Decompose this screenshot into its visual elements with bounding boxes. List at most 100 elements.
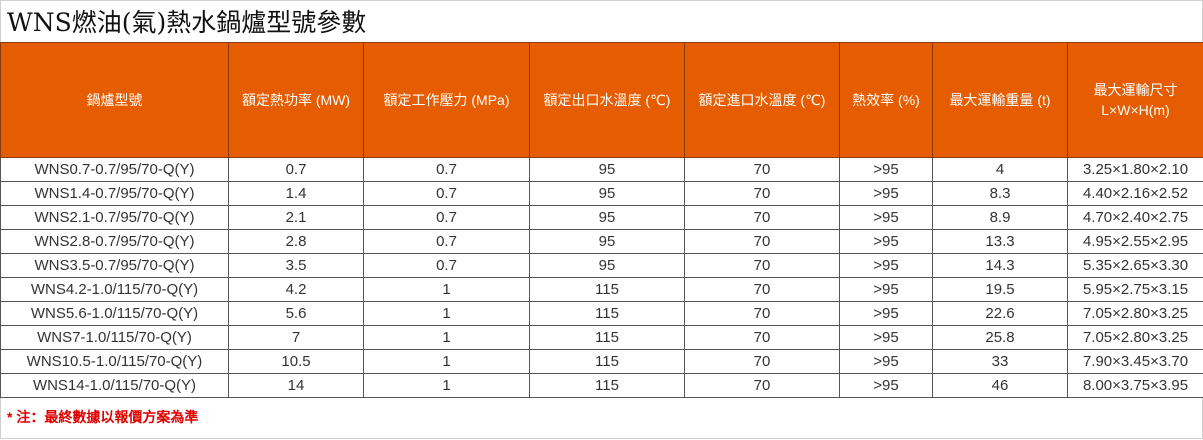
cell-weight: 4 <box>932 157 1068 182</box>
header-pressure: 額定工作壓力 (MPa) <box>363 42 530 158</box>
cell-power: 1.4 <box>228 181 364 206</box>
cell-weight: 22.6 <box>932 301 1068 326</box>
cell-pressure: 0.7 <box>363 181 530 206</box>
cell-outlet-temp: 95 <box>529 181 685 206</box>
cell-model: WNS4.2-1.0/115/70-Q(Y) <box>0 277 229 302</box>
cell-efficiency: >95 <box>839 325 933 350</box>
table-row: WNS7-1.0/115/70-Q(Y) 7 1 115 70 >95 25.8… <box>0 325 1203 350</box>
cell-power: 2.1 <box>228 205 364 230</box>
cell-model: WNS3.5-0.7/95/70-Q(Y) <box>0 253 229 278</box>
cell-power: 7 <box>228 325 364 350</box>
table-row: WNS4.2-1.0/115/70-Q(Y) 4.2 1 115 70 >95 … <box>0 277 1203 302</box>
cell-efficiency: >95 <box>839 229 933 254</box>
cell-outlet-temp: 115 <box>529 277 685 302</box>
cell-outlet-temp: 95 <box>529 157 685 182</box>
cell-model: WNS2.8-0.7/95/70-Q(Y) <box>0 229 229 254</box>
cell-outlet-temp: 115 <box>529 325 685 350</box>
cell-inlet-temp: 70 <box>684 325 840 350</box>
cell-pressure: 1 <box>363 325 530 350</box>
cell-outlet-temp: 95 <box>529 253 685 278</box>
cell-power: 0.7 <box>228 157 364 182</box>
cell-weight: 25.8 <box>932 325 1068 350</box>
cell-model: WNS0.7-0.7/95/70-Q(Y) <box>0 157 229 182</box>
cell-pressure: 1 <box>363 277 530 302</box>
cell-size: 7.05×2.80×3.25 <box>1067 325 1203 350</box>
cell-size: 7.05×2.80×3.25 <box>1067 301 1203 326</box>
cell-outlet-temp: 95 <box>529 229 685 254</box>
cell-pressure: 1 <box>363 349 530 374</box>
disclaimer-note: * 注：最終數據以報價方案為準 <box>0 398 1203 439</box>
header-weight: 最大運輸重量 (t) <box>932 42 1068 158</box>
table-row: WNS1.4-0.7/95/70-Q(Y) 1.4 0.7 95 70 >95 … <box>0 181 1203 206</box>
cell-outlet-temp: 115 <box>529 373 685 398</box>
cell-pressure: 0.7 <box>363 229 530 254</box>
cell-weight: 19.5 <box>932 277 1068 302</box>
cell-efficiency: >95 <box>839 205 933 230</box>
header-model: 鍋爐型號 <box>0 42 229 158</box>
cell-size: 5.35×2.65×3.30 <box>1067 253 1203 278</box>
table-row: WNS2.8-0.7/95/70-Q(Y) 2.8 0.7 95 70 >95 … <box>0 229 1203 254</box>
cell-efficiency: >95 <box>839 301 933 326</box>
cell-power: 4.2 <box>228 277 364 302</box>
cell-inlet-temp: 70 <box>684 373 840 398</box>
cell-weight: 8.3 <box>932 181 1068 206</box>
cell-weight: 13.3 <box>932 229 1068 254</box>
cell-size: 5.95×2.75×3.15 <box>1067 277 1203 302</box>
cell-size: 4.95×2.55×2.95 <box>1067 229 1203 254</box>
cell-size: 4.40×2.16×2.52 <box>1067 181 1203 206</box>
cell-model: WNS5.6-1.0/115/70-Q(Y) <box>0 301 229 326</box>
page-title: WNS燃油(氣)熱水鍋爐型號參數 <box>0 0 1203 42</box>
table-row: WNS3.5-0.7/95/70-Q(Y) 3.5 0.7 95 70 >95 … <box>0 253 1203 278</box>
table-row: WNS10.5-1.0/115/70-Q(Y) 10.5 1 115 70 >9… <box>0 349 1203 374</box>
cell-inlet-temp: 70 <box>684 277 840 302</box>
cell-power: 3.5 <box>228 253 364 278</box>
cell-size: 8.00×3.75×3.95 <box>1067 373 1203 398</box>
header-efficiency: 熱效率 (%) <box>839 42 933 158</box>
header-power: 額定熱功率 (MW) <box>228 42 364 158</box>
cell-inlet-temp: 70 <box>684 301 840 326</box>
cell-pressure: 1 <box>363 373 530 398</box>
cell-outlet-temp: 115 <box>529 349 685 374</box>
cell-pressure: 0.7 <box>363 205 530 230</box>
cell-inlet-temp: 70 <box>684 157 840 182</box>
cell-model: WNS7-1.0/115/70-Q(Y) <box>0 325 229 350</box>
header-inlet-temp: 額定進口水溫度 (℃) <box>684 42 840 158</box>
cell-inlet-temp: 70 <box>684 205 840 230</box>
table-header-row: 鍋爐型號 額定熱功率 (MW) 額定工作壓力 (MPa) 額定出口水溫度 (℃)… <box>0 42 1203 158</box>
header-outlet-temp: 額定出口水溫度 (℃) <box>529 42 685 158</box>
cell-outlet-temp: 115 <box>529 301 685 326</box>
header-size-line1: 最大運輸尺寸 <box>1093 82 1178 98</box>
cell-pressure: 0.7 <box>363 253 530 278</box>
cell-weight: 33 <box>932 349 1068 374</box>
cell-efficiency: >95 <box>839 181 933 206</box>
header-size-line2: L×W×H(m) <box>1101 102 1170 118</box>
cell-outlet-temp: 95 <box>529 205 685 230</box>
cell-weight: 46 <box>932 373 1068 398</box>
cell-power: 5.6 <box>228 301 364 326</box>
cell-pressure: 1 <box>363 301 530 326</box>
table-row: WNS5.6-1.0/115/70-Q(Y) 5.6 1 115 70 >95 … <box>0 301 1203 326</box>
cell-inlet-temp: 70 <box>684 229 840 254</box>
header-size: 最大運輸尺寸 L×W×H(m) <box>1067 42 1203 158</box>
cell-efficiency: >95 <box>839 157 933 182</box>
cell-power: 10.5 <box>228 349 364 374</box>
cell-size: 7.90×3.45×3.70 <box>1067 349 1203 374</box>
cell-efficiency: >95 <box>839 373 933 398</box>
table-row: WNS14-1.0/115/70-Q(Y) 14 1 115 70 >95 46… <box>0 373 1203 398</box>
table-row: WNS0.7-0.7/95/70-Q(Y) 0.7 0.7 95 70 >95 … <box>0 157 1203 182</box>
cell-inlet-temp: 70 <box>684 349 840 374</box>
cell-power: 14 <box>228 373 364 398</box>
cell-efficiency: >95 <box>839 277 933 302</box>
cell-size: 4.70×2.40×2.75 <box>1067 205 1203 230</box>
cell-pressure: 0.7 <box>363 157 530 182</box>
cell-inlet-temp: 70 <box>684 253 840 278</box>
cell-model: WNS2.1-0.7/95/70-Q(Y) <box>0 205 229 230</box>
cell-weight: 14.3 <box>932 253 1068 278</box>
table-row: WNS2.1-0.7/95/70-Q(Y) 2.1 0.7 95 70 >95 … <box>0 205 1203 230</box>
cell-efficiency: >95 <box>839 253 933 278</box>
cell-model: WNS1.4-0.7/95/70-Q(Y) <box>0 181 229 206</box>
cell-power: 2.8 <box>228 229 364 254</box>
boiler-spec-table: 鍋爐型號 額定熱功率 (MW) 額定工作壓力 (MPa) 額定出口水溫度 (℃)… <box>0 42 1203 398</box>
cell-inlet-temp: 70 <box>684 181 840 206</box>
